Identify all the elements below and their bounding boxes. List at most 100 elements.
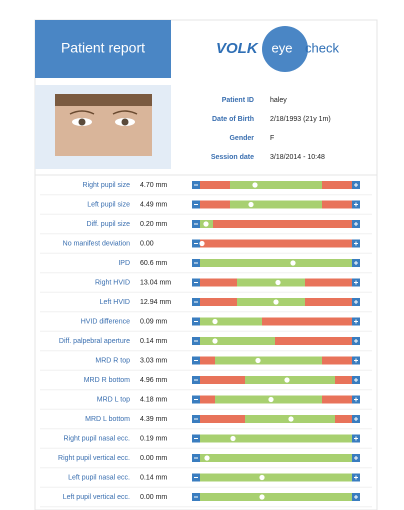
gauge-segment xyxy=(322,395,352,404)
gauge-segment xyxy=(305,278,352,287)
gauge-segment xyxy=(200,317,262,326)
photo xyxy=(55,94,152,156)
gauge-marker xyxy=(268,396,274,403)
gauge-segment xyxy=(200,376,245,384)
measure-label: Right pupil size xyxy=(83,182,131,189)
gauge-marker xyxy=(290,260,296,266)
gauge-segment xyxy=(200,200,230,209)
measure-label: MRD R bottom xyxy=(84,377,130,384)
gauge-marker xyxy=(230,435,236,442)
measure-label: No manifest deviation xyxy=(63,240,130,247)
gauge-segment xyxy=(305,298,352,306)
measure-value: 60.6 mm xyxy=(140,260,167,267)
measure-value: 0.20 mm xyxy=(140,221,167,228)
gauge-segment xyxy=(200,356,215,365)
gauge-segment xyxy=(200,239,352,248)
gauge-marker xyxy=(259,474,265,481)
measure-label: IPD xyxy=(118,260,130,267)
gauge-marker xyxy=(284,377,290,383)
gauge-segment xyxy=(335,415,352,423)
gauge-marker xyxy=(212,318,218,325)
gauge-segment xyxy=(200,395,215,404)
gauge-marker xyxy=(248,201,254,208)
gauge-segment xyxy=(215,356,322,365)
gauge-marker xyxy=(252,182,258,188)
gauge-segment xyxy=(245,376,335,384)
gauge-segment xyxy=(200,259,352,267)
measure-label: Diff. palpebral aperture xyxy=(59,338,130,345)
gauge-segment xyxy=(200,181,230,189)
patient-value: F xyxy=(270,135,274,142)
measure-label: MRD L bottom xyxy=(85,416,130,423)
measure-value: 0.09 mm xyxy=(140,318,167,325)
gauge-marker xyxy=(275,279,281,286)
patient-label: Date of Birth xyxy=(212,116,254,123)
gauge-segment xyxy=(200,278,237,287)
measure-value: 0.14 mm xyxy=(140,474,167,481)
measure-value: 3.03 mm xyxy=(140,357,167,364)
measure-label: Left pupil size xyxy=(87,201,130,208)
gauge-segment xyxy=(262,317,352,326)
measure-label: HVID difference xyxy=(81,318,130,325)
patient-label: Gender xyxy=(229,135,254,142)
gauge-segment xyxy=(213,220,352,228)
gauge-segment xyxy=(335,376,352,384)
gauge-segment xyxy=(322,200,352,209)
gauge-segment xyxy=(237,298,305,306)
gauge-marker xyxy=(288,416,294,422)
gauge-marker xyxy=(259,494,265,500)
logo-eye: eye xyxy=(272,40,293,55)
measure-value: 4.96 mm xyxy=(140,377,167,384)
title-box xyxy=(35,20,171,78)
gauge-segment xyxy=(322,356,352,365)
patient-value: 2/18/1993 (21y 1m) xyxy=(270,116,331,123)
measure-label: MRD L top xyxy=(97,396,130,403)
patient-value: haley xyxy=(270,97,287,104)
gauge-segment xyxy=(200,434,352,443)
measure-label: Left HVID xyxy=(100,299,130,306)
gauge-segment xyxy=(237,278,305,287)
gauge-marker xyxy=(273,299,279,305)
measure-value: 0.14 mm xyxy=(140,338,167,345)
measure-value: 13.04 mm xyxy=(140,279,171,286)
measure-label: Left pupil vertical ecc. xyxy=(63,494,130,501)
gauge-segment xyxy=(200,298,237,306)
measure-label: Right pupil nasal ecc. xyxy=(63,435,130,442)
measure-value: 0.19 mm xyxy=(140,435,167,442)
gauge-marker xyxy=(255,357,261,364)
gauge-marker xyxy=(203,221,209,227)
measure-value: 12.94 mm xyxy=(140,299,171,306)
measure-label: MRD R top xyxy=(95,357,130,364)
measure-value: 4.49 mm xyxy=(140,201,167,208)
gauge-segment xyxy=(230,200,322,209)
measure-value: 0.00 mm xyxy=(140,494,167,501)
measure-label: Left pupil nasal ecc. xyxy=(68,474,130,481)
gauge-marker xyxy=(199,240,205,247)
gauge-segment xyxy=(230,181,322,189)
patient-value: 3/18/2014 - 10:48 xyxy=(270,154,325,161)
gauge-segment xyxy=(200,454,352,462)
gauge-marker xyxy=(204,455,210,461)
measure-label: Right pupil vertical ecc. xyxy=(58,455,130,462)
measure-label: Right HVID xyxy=(95,279,130,286)
gauge-segment xyxy=(200,415,245,423)
title: Patient report xyxy=(61,40,145,56)
measure-value: 0.00 xyxy=(140,240,154,247)
measure-value: 4.18 mm xyxy=(140,396,167,403)
measure-value: 0.00 mm xyxy=(140,455,167,462)
measure-value: 4.39 mm xyxy=(140,416,167,423)
patient-label: Session date xyxy=(211,154,254,161)
logo-circle xyxy=(262,26,308,72)
logo-check: check xyxy=(305,40,339,55)
patient-label: Patient ID xyxy=(222,97,254,104)
measure-label: Diff. pupil size xyxy=(87,221,131,228)
gauge-segment xyxy=(200,337,275,345)
gauge-segment xyxy=(200,493,352,501)
gauge-segment xyxy=(200,473,352,482)
gauge-segment xyxy=(275,337,352,345)
logo-brand: VOLK xyxy=(216,40,259,57)
gauge-marker xyxy=(212,338,218,344)
measure-value: 4.70 mm xyxy=(140,182,167,189)
gauge-segment xyxy=(322,181,352,189)
